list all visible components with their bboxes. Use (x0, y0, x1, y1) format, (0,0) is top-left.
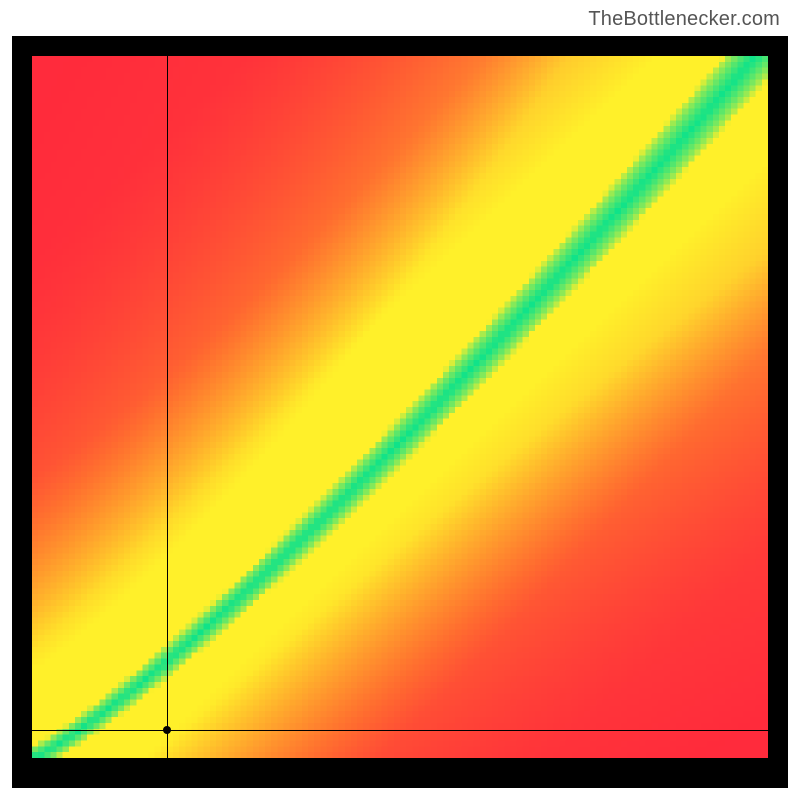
crosshair-horizontal (32, 730, 768, 731)
watermark-text: TheBottlenecker.com (588, 8, 780, 31)
crosshair-marker-dot (163, 726, 171, 734)
heatmap-canvas (32, 56, 768, 758)
chart-frame (12, 36, 788, 788)
crosshair-vertical (167, 56, 168, 758)
plot-area (32, 56, 768, 758)
